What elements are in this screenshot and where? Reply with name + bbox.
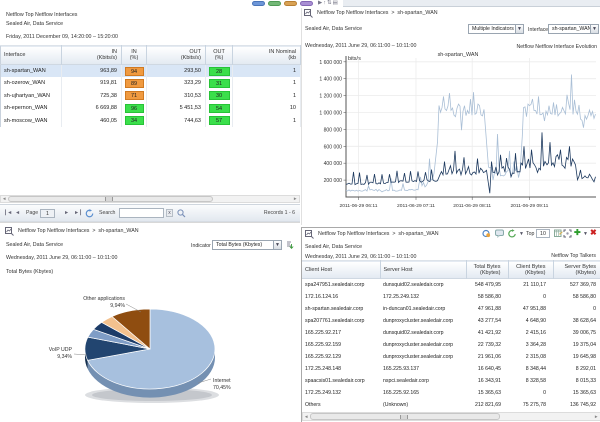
svg-text:1 000 000: 1 000 000: [319, 111, 342, 117]
svg-text:2011-06-29 07:11: 2011-06-29 07:11: [397, 203, 435, 209]
svg-text:2011-06-29 09:11: 2011-06-29 09:11: [510, 203, 548, 209]
svg-text:2011-06-29 08:11: 2011-06-29 08:11: [453, 203, 491, 209]
svg-text:bits/s: bits/s: [348, 56, 361, 62]
svg-text:800 000: 800 000: [324, 127, 343, 133]
svg-text:1 200 000: 1 200 000: [319, 94, 342, 100]
svg-text:1 600 000: 1 600 000: [319, 60, 342, 66]
svg-text:2011-06-29 06:11: 2011-06-29 06:11: [340, 203, 378, 209]
svg-text:400 000: 400 000: [324, 161, 343, 167]
svg-text:200 000: 200 000: [324, 178, 343, 184]
svg-text:600 000: 600 000: [324, 144, 343, 150]
svg-text:1 400 000: 1 400 000: [319, 77, 342, 83]
svg-text:sh-spartan_WAN: sh-spartan_WAN: [438, 52, 479, 58]
